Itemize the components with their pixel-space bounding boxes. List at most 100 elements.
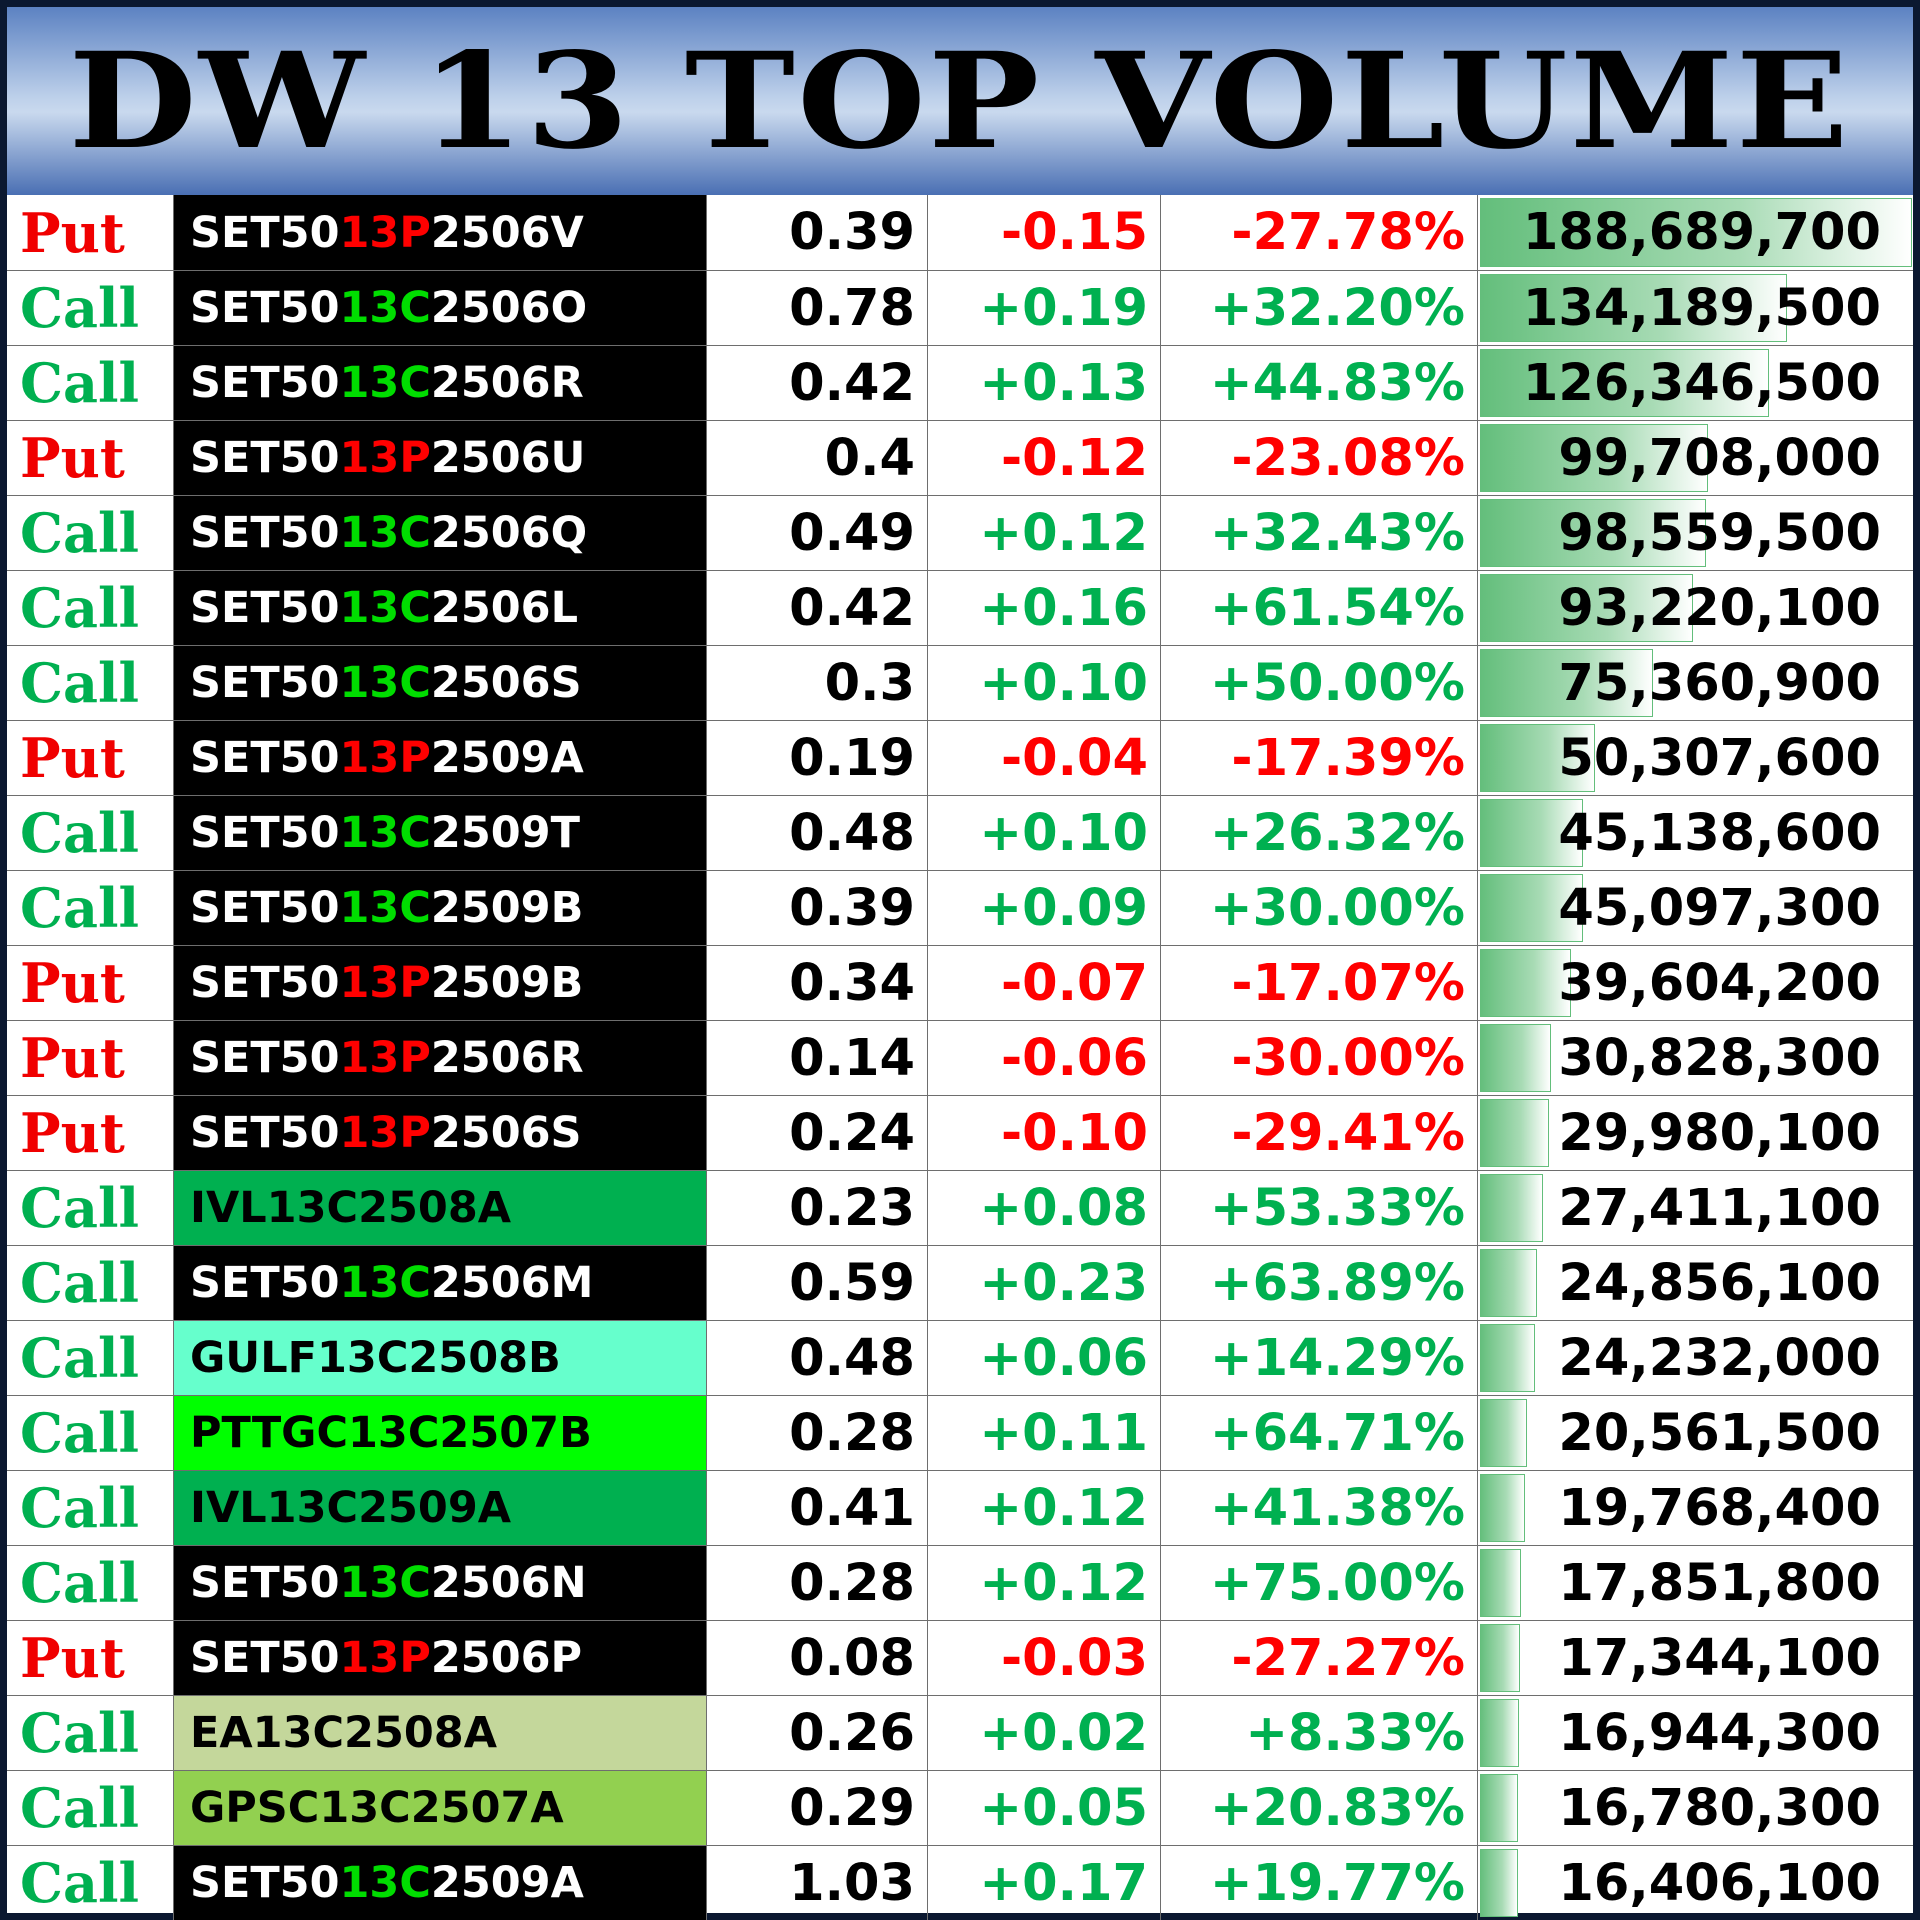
option-type-label: Call xyxy=(7,1771,174,1845)
option-type-label: Call xyxy=(7,1246,174,1320)
symbol-cell: SET50 13C 2506O xyxy=(174,271,707,345)
volume-value: 134,189,500 xyxy=(1522,278,1881,338)
price-change: +0.16 xyxy=(928,571,1161,645)
price-change: -0.07 xyxy=(928,946,1161,1020)
symbol-underlying: SET50 xyxy=(190,733,340,783)
symbol-underlying: SET50 xyxy=(190,207,340,258)
percent-change: +53.33% xyxy=(1161,1171,1478,1245)
symbol-cell: SET50 13P 2509B xyxy=(174,946,707,1020)
percent-change: +26.32% xyxy=(1161,796,1478,870)
volume-data-bar xyxy=(1480,1774,1518,1842)
symbol-cell: EA13C2508A xyxy=(174,1696,707,1770)
symbol-cell: SET50 13P 2509A xyxy=(174,721,707,795)
symbol-series: 13C xyxy=(339,658,431,708)
volume-value: 29,980,100 xyxy=(1558,1103,1881,1163)
symbol-series: 13C xyxy=(339,883,431,933)
symbol-series: 13C xyxy=(339,508,431,558)
price-change: -0.12 xyxy=(928,421,1161,495)
volume-data-bar xyxy=(1480,1549,1521,1617)
table-row[interactable]: Put SET50 13P 2506P 0.08 -0.03 -27.27% 17,344,1… xyxy=(7,1620,1913,1695)
symbol-underlying: SET50 xyxy=(190,1033,340,1083)
table-row[interactable]: Call SET50 13C 2509A 1.03 +0.17 +19.77% 16,406,… xyxy=(7,1845,1913,1920)
symbol-suffix: 2506P xyxy=(430,1633,583,1683)
table-row[interactable]: Put SET50 13P 2506R 0.14 -0.06 -30.00% 30,828,3… xyxy=(7,1020,1913,1095)
table-row[interactable]: Put SET50 13P 2509A 0.19 -0.04 -17.39% 50,307,6… xyxy=(7,720,1913,795)
symbol-series: 13C xyxy=(339,1258,431,1308)
price-change: -0.10 xyxy=(928,1096,1161,1170)
volume-data-bar xyxy=(1480,1624,1520,1692)
option-type-label: Put xyxy=(7,946,174,1020)
option-type-label: Put xyxy=(7,1096,174,1170)
table-row[interactable]: Call SET50 13C 2506N 0.28 +0.12 +75.00% 17,851,… xyxy=(7,1545,1913,1620)
volume-cell: 50,307,600 xyxy=(1478,721,1913,795)
price-change: +0.12 xyxy=(928,1471,1161,1545)
symbol-cell: GPSC13C2507A xyxy=(174,1771,707,1845)
table-row[interactable]: Call SET50 13C 2506M 0.59 +0.23 +63.89% 24,856,… xyxy=(7,1245,1913,1320)
symbol-suffix: 2506O xyxy=(430,283,588,333)
option-type-label: Call xyxy=(7,571,174,645)
table-row[interactable]: Call EA13C2508A 0.26 +0.02 +8.33% 16,944,300 xyxy=(7,1695,1913,1770)
symbol-cell: SET50 13C 2506R xyxy=(174,346,707,420)
symbol-series: 13P xyxy=(339,1033,431,1083)
percent-change: +64.71% xyxy=(1161,1396,1478,1470)
table-row[interactable]: Call SET50 13C 2506Q 0.49 +0.12 +32.43% 98,559,… xyxy=(7,495,1913,570)
symbol-underlying: SET50 xyxy=(190,1858,340,1908)
volume-cell: 29,980,100 xyxy=(1478,1096,1913,1170)
volume-data-bar xyxy=(1480,949,1571,1017)
table-row[interactable]: Call IVL13C2508A 0.23 +0.08 +53.33% 27,411,10… xyxy=(7,1170,1913,1245)
symbol-cell: SET50 13P 2506P xyxy=(174,1621,707,1695)
last-price: 0.14 xyxy=(707,1021,928,1095)
table-row[interactable]: Call IVL13C2509A 0.41 +0.12 +41.38% 19,768,40… xyxy=(7,1470,1913,1545)
price-change: -0.03 xyxy=(928,1621,1161,1695)
volume-value: 20,561,500 xyxy=(1558,1403,1881,1463)
volume-cell: 45,138,600 xyxy=(1478,796,1913,870)
volume-cell: 39,604,200 xyxy=(1478,946,1913,1020)
symbol-suffix: 2506S xyxy=(430,658,582,708)
volume-value: 45,097,300 xyxy=(1558,878,1881,938)
symbol-text: IVL13C2509A xyxy=(190,1483,512,1533)
table-row[interactable]: Put SET50 13P 2506V 0.39 -0.15 -27.78% 188,689,… xyxy=(7,195,1913,270)
symbol-suffix: 2509A xyxy=(430,733,584,783)
table-row[interactable]: Call PTTGC13C2507B 0.28 +0.11 +64.71% 20,561,… xyxy=(7,1395,1913,1470)
symbol-cell: IVL13C2508A xyxy=(174,1171,707,1245)
price-change: +0.02 xyxy=(928,1696,1161,1770)
last-price: 0.59 xyxy=(707,1246,928,1320)
last-price: 0.08 xyxy=(707,1621,928,1695)
table-row[interactable]: Call SET50 13C 2509B 0.39 +0.09 +30.00% 45,097,… xyxy=(7,870,1913,945)
table-row[interactable]: Call SET50 13C 2506L 0.42 +0.16 +61.54% 93,220,… xyxy=(7,570,1913,645)
table-row[interactable]: Call GULF13C2508B 0.48 +0.06 +14.29% 24,232,0… xyxy=(7,1320,1913,1395)
symbol-suffix: 2509A xyxy=(430,1858,584,1908)
volume-cell: 24,232,000 xyxy=(1478,1321,1913,1395)
option-type-label: Call xyxy=(7,271,174,345)
symbol-suffix: 2506S xyxy=(430,1108,582,1158)
volume-cell: 98,559,500 xyxy=(1478,496,1913,570)
price-change: +0.11 xyxy=(928,1396,1161,1470)
symbol-underlying: SET50 xyxy=(190,283,340,333)
table-row[interactable]: Call SET50 13C 2509T 0.48 +0.10 +26.32% 45,138,… xyxy=(7,795,1913,870)
volume-cell: 126,346,500 xyxy=(1478,346,1913,420)
table-row[interactable]: Call GPSC13C2507A 0.29 +0.05 +20.83% 16,780,3… xyxy=(7,1770,1913,1845)
symbol-cell: SET50 13C 2509T xyxy=(174,796,707,870)
volume-cell: 16,944,300 xyxy=(1478,1696,1913,1770)
volume-data-bar xyxy=(1480,649,1653,717)
table-row[interactable]: Call SET50 13C 2506S 0.3 +0.10 +50.00% 75,360,9… xyxy=(7,645,1913,720)
volume-value: 24,232,000 xyxy=(1558,1328,1881,1388)
table-row[interactable]: Put SET50 13P 2506S 0.24 -0.10 -29.41% 29,980,1… xyxy=(7,1095,1913,1170)
last-price: 0.29 xyxy=(707,1771,928,1845)
table-row[interactable]: Put SET50 13P 2509B 0.34 -0.07 -17.07% 39,604,2… xyxy=(7,945,1913,1020)
table-row[interactable]: Put SET50 13P 2506U 0.4 -0.12 -23.08% 99,708,00… xyxy=(7,420,1913,495)
last-price: 0.28 xyxy=(707,1546,928,1620)
table-row[interactable]: Call SET50 13C 2506O 0.78 +0.19 +32.20% 134,189… xyxy=(7,270,1913,345)
symbol-text: EA13C2508A xyxy=(190,1708,498,1758)
percent-change: +8.33% xyxy=(1161,1696,1478,1770)
table-row[interactable]: Call SET50 13C 2506R 0.42 +0.13 +44.83% 126,346… xyxy=(7,345,1913,420)
volume-data-bar xyxy=(1480,1474,1525,1542)
volume-data-bar xyxy=(1480,349,1769,417)
percent-change: -29.41% xyxy=(1161,1096,1478,1170)
volume-cell: 30,828,300 xyxy=(1478,1021,1913,1095)
option-type-label: Call xyxy=(7,496,174,570)
percent-change: +75.00% xyxy=(1161,1546,1478,1620)
percent-change: -27.27% xyxy=(1161,1621,1478,1695)
symbol-series: 13C xyxy=(339,1558,431,1608)
